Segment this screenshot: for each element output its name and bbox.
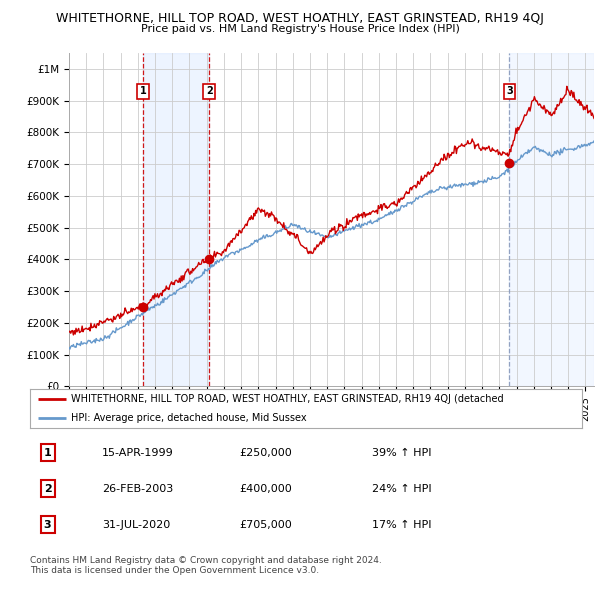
Text: WHITETHORNE, HILL TOP ROAD, WEST HOATHLY, EAST GRINSTEAD, RH19 4QJ (detached: WHITETHORNE, HILL TOP ROAD, WEST HOATHLY… <box>71 394 504 404</box>
Text: 1: 1 <box>139 87 146 96</box>
Text: 39% ↑ HPI: 39% ↑ HPI <box>372 448 432 457</box>
Text: 26-FEB-2003: 26-FEB-2003 <box>102 484 173 494</box>
Text: 1: 1 <box>44 448 52 457</box>
Text: £400,000: £400,000 <box>240 484 293 494</box>
Text: 31-JUL-2020: 31-JUL-2020 <box>102 520 170 530</box>
Bar <box>143 53 209 386</box>
Text: Price paid vs. HM Land Registry's House Price Index (HPI): Price paid vs. HM Land Registry's House … <box>140 24 460 34</box>
Text: 2: 2 <box>206 87 212 96</box>
Text: 17% ↑ HPI: 17% ↑ HPI <box>372 520 432 530</box>
Text: 3: 3 <box>44 520 52 530</box>
Text: WHITETHORNE, HILL TOP ROAD, WEST HOATHLY, EAST GRINSTEAD, RH19 4QJ: WHITETHORNE, HILL TOP ROAD, WEST HOATHLY… <box>56 12 544 25</box>
Text: 2: 2 <box>44 484 52 494</box>
Text: £250,000: £250,000 <box>240 448 293 457</box>
Text: HPI: Average price, detached house, Mid Sussex: HPI: Average price, detached house, Mid … <box>71 413 307 423</box>
Text: 15-APR-1999: 15-APR-1999 <box>102 448 173 457</box>
Text: £705,000: £705,000 <box>240 520 293 530</box>
Text: 3: 3 <box>506 87 512 96</box>
Text: This data is licensed under the Open Government Licence v3.0.: This data is licensed under the Open Gov… <box>30 566 319 575</box>
Text: Contains HM Land Registry data © Crown copyright and database right 2024.: Contains HM Land Registry data © Crown c… <box>30 556 382 565</box>
Text: 24% ↑ HPI: 24% ↑ HPI <box>372 484 432 494</box>
Bar <box>509 53 594 386</box>
